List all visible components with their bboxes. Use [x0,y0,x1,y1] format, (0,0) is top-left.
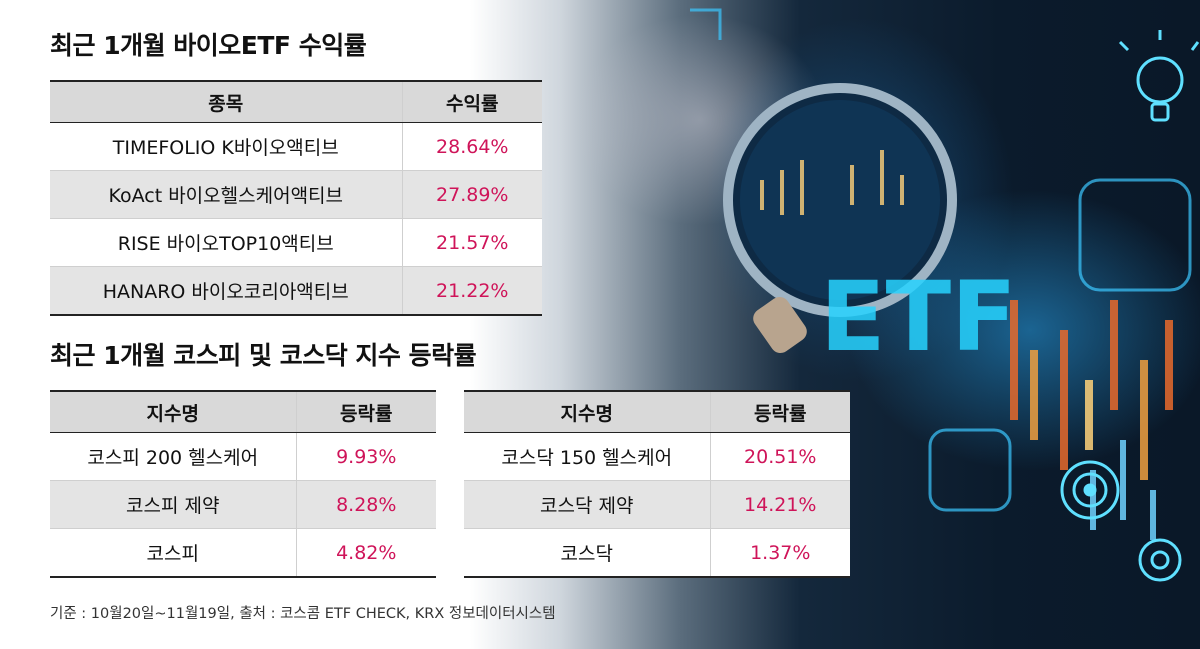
table-row: 코스피 제약 8.28% [50,480,436,529]
etf-return-rate: 21.22% [401,266,542,316]
index-change-rate: 20.51% [709,432,850,481]
index-name: 코스닥 [464,528,710,578]
source-note: 기준 : 10월20일~11월19일, 출처 : 코스콤 ETF CHECK, … [50,606,556,622]
frame-decoration [690,8,1192,512]
kosdaq-index-table: 지수명 등락률 코스닥 150 헬스케어 20.51% 코스닥 제약 14.21… [464,390,850,578]
column-header-name: 종목 [50,80,402,123]
table-row: 코스닥 1.37% [464,528,850,578]
table-row: RISE 바이오TOP10액티브 21.57% [50,218,542,267]
etf-name: RISE 바이오TOP10액티브 [50,218,402,267]
etf-return-rate: 27.89% [401,170,542,219]
etf-returns-table: 종목 수익률 TIMEFOLIO K바이오액티브 28.64% KoAct 바이… [50,80,542,316]
column-header-index-name: 지수명 [50,390,296,433]
index-name: 코스피 200 헬스케어 [50,432,296,481]
column-header-change-rate: 등락률 [295,390,436,433]
column-header-rate: 수익률 [401,80,542,123]
kospi-index-table: 지수명 등락률 코스피 200 헬스케어 9.93% 코스피 제약 8.28% … [50,390,436,578]
target-icon [1060,460,1120,520]
column-header-index-name: 지수명 [464,390,710,433]
index-change-rate: 9.93% [295,432,436,481]
column-header-change-rate: 등락률 [709,390,850,433]
table-row: 코스닥 150 헬스케어 20.51% [464,432,850,481]
index-change-rate: 8.28% [295,480,436,529]
index-change-rate: 14.21% [709,480,850,529]
index-name: 코스피 제약 [50,480,296,529]
index-change-rate: 4.82% [295,528,436,578]
table-header-row: 지수명 등락률 [50,390,436,433]
table-header-row: 지수명 등락률 [464,390,850,433]
etf-returns-title: 최근 1개월 바이오ETF 수익률 [50,31,367,60]
table-row: 코스피 200 헬스케어 9.93% [50,432,436,481]
index-name: 코스피 [50,528,296,578]
etf-name: HANARO 바이오코리아액티브 [50,266,402,316]
table-row: HANARO 바이오코리아액티브 21.22% [50,266,542,316]
table-row: KoAct 바이오헬스케어액티브 27.89% [50,170,542,219]
etf-return-rate: 21.57% [401,218,542,267]
table-row: 코스닥 제약 14.21% [464,480,850,529]
index-name: 코스닥 제약 [464,480,710,529]
table-header-row: 종목 수익률 [50,80,542,123]
lightbulb-icon [1118,30,1200,122]
magnifier-icon [723,83,957,354]
candlestick-decoration [1010,300,1173,540]
table-row: 코스피 4.82% [50,528,436,578]
etf-name: TIMEFOLIO K바이오액티브 [50,122,402,171]
index-name: 코스닥 150 헬스케어 [464,432,710,481]
etf-name: KoAct 바이오헬스케어액티브 [50,170,402,219]
etf-glow-text: ETF [820,261,1017,373]
table-row: TIMEFOLIO K바이오액티브 28.64% [50,122,542,171]
gear-icon [1138,538,1182,582]
etf-return-rate: 28.64% [401,122,542,171]
index-change-title: 최근 1개월 코스피 및 코스닥 지수 등락률 [50,341,477,370]
index-change-rate: 1.37% [709,528,850,578]
